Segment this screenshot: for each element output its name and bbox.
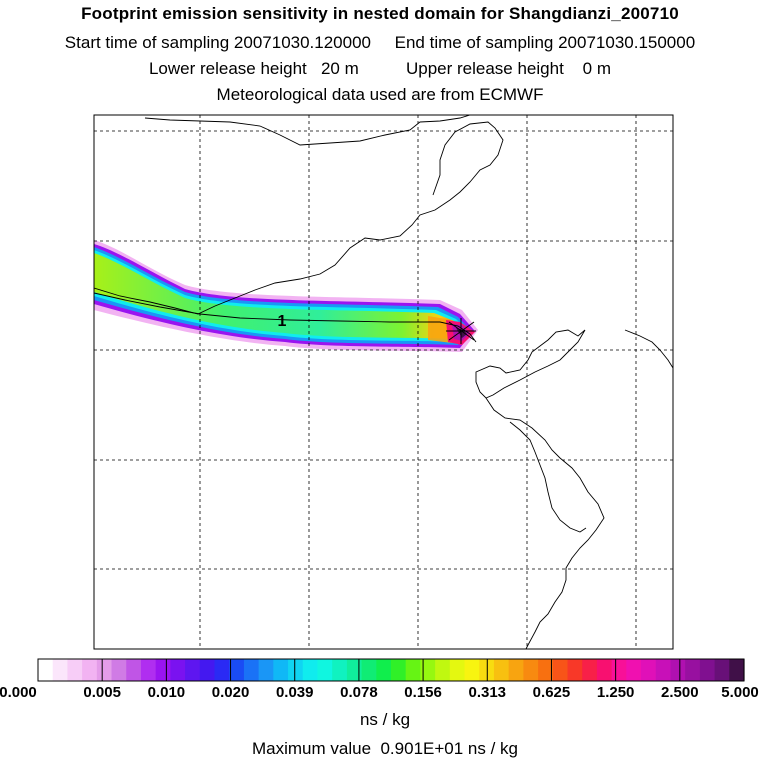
met-data-line: Meteorological data used are from ECMWF xyxy=(216,85,544,104)
colorbar-swatch xyxy=(508,659,524,681)
colorbar-swatch xyxy=(317,659,333,681)
colorbar-swatch xyxy=(685,659,701,681)
colorbar-swatch xyxy=(258,659,274,681)
colorbar-swatch xyxy=(185,659,201,681)
map-frame xyxy=(93,114,674,650)
colorbar-swatch xyxy=(155,659,171,681)
colorbar-swatch xyxy=(596,659,613,681)
figure-title: Footprint emission sensitivity in nested… xyxy=(81,4,679,23)
colorbar-swatch xyxy=(67,659,83,681)
colorbar-swatch xyxy=(435,659,451,681)
colorbar-swatch xyxy=(538,659,554,681)
colorbar-swatch xyxy=(111,659,127,681)
coastline xyxy=(94,115,673,649)
colorbar-swatch xyxy=(464,659,480,681)
colorbar-tick-label: 2.500 xyxy=(661,684,699,701)
colorbar-tick-label: 5.000 xyxy=(721,684,759,701)
colorbar-swatch xyxy=(126,659,142,681)
colorbar-swatch xyxy=(729,659,745,681)
colorbar-swatch xyxy=(38,659,54,681)
colorbar-tick-label: 0.039 xyxy=(275,684,314,701)
map-area: 1 xyxy=(94,115,673,649)
colorbar-swatch xyxy=(670,659,686,681)
release-height-line: Lower release height 20 m Upper release … xyxy=(148,59,612,78)
colorbar-swatch xyxy=(82,659,98,681)
colorbar-swatch xyxy=(523,659,539,681)
colorbar-swatch xyxy=(493,659,510,681)
maximum-value-line: Maximum value 0.901E+01 ns / kg xyxy=(252,739,518,758)
colorbar-swatch xyxy=(229,659,245,681)
colorbar-swatch xyxy=(405,659,422,681)
colorbar-tick-label: 0.313 xyxy=(468,684,507,701)
colorbar-swatch xyxy=(243,659,260,681)
colorbar-swatch xyxy=(96,659,113,681)
colorbar-swatch xyxy=(214,659,230,681)
colorbar-tick-label: 0.156 xyxy=(404,684,442,701)
colorbar-tick-label: 0.078 xyxy=(340,684,378,701)
colorbar-swatch xyxy=(302,659,319,681)
colorbar-tick-label: 0.000 xyxy=(0,684,37,701)
colorbar-swatch xyxy=(361,659,377,681)
release-site-marker xyxy=(446,318,476,344)
colorbar-swatch xyxy=(332,659,348,681)
colorbar-swatch xyxy=(552,659,569,681)
colorbar-tick-label: 0.010 xyxy=(147,684,186,701)
release-point-label: 1 xyxy=(278,313,287,330)
colorbar-swatch xyxy=(346,659,363,681)
colorbar-swatch xyxy=(199,659,216,681)
colorbar-unit: ns / kg xyxy=(359,710,411,729)
graticule xyxy=(94,115,673,649)
colorbar-swatch xyxy=(420,659,436,681)
colorbar-swatch xyxy=(699,659,716,681)
colorbar-swatch xyxy=(449,659,466,681)
colorbar-swatch xyxy=(273,659,289,681)
colorbar-tick-label: 0.625 xyxy=(532,684,571,701)
colorbar-tick-label: 0.020 xyxy=(211,684,250,701)
colorbar-swatch xyxy=(52,659,69,681)
colorbar xyxy=(38,659,745,681)
colorbar-swatch xyxy=(391,659,407,681)
colorbar-frame xyxy=(37,658,745,682)
colorbar-tick-label: 0.005 xyxy=(83,684,121,701)
colorbar-swatch xyxy=(641,659,657,681)
colorbar-swatch xyxy=(140,659,157,681)
colorbar-swatch xyxy=(611,659,627,681)
colorbar-swatch xyxy=(714,659,730,681)
sampling-time-line: Start time of sampling 20071030.120000 E… xyxy=(64,33,696,52)
colorbar-swatch xyxy=(582,659,598,681)
colorbar-swatch xyxy=(567,659,583,681)
colorbar-swatch xyxy=(376,659,392,681)
colorbar-swatch xyxy=(170,659,186,681)
colorbar-tick-label: 1.250 xyxy=(596,684,635,701)
colorbar-swatch xyxy=(655,659,672,681)
colorbar-swatch xyxy=(626,659,642,681)
colorbar-swatch xyxy=(288,659,304,681)
